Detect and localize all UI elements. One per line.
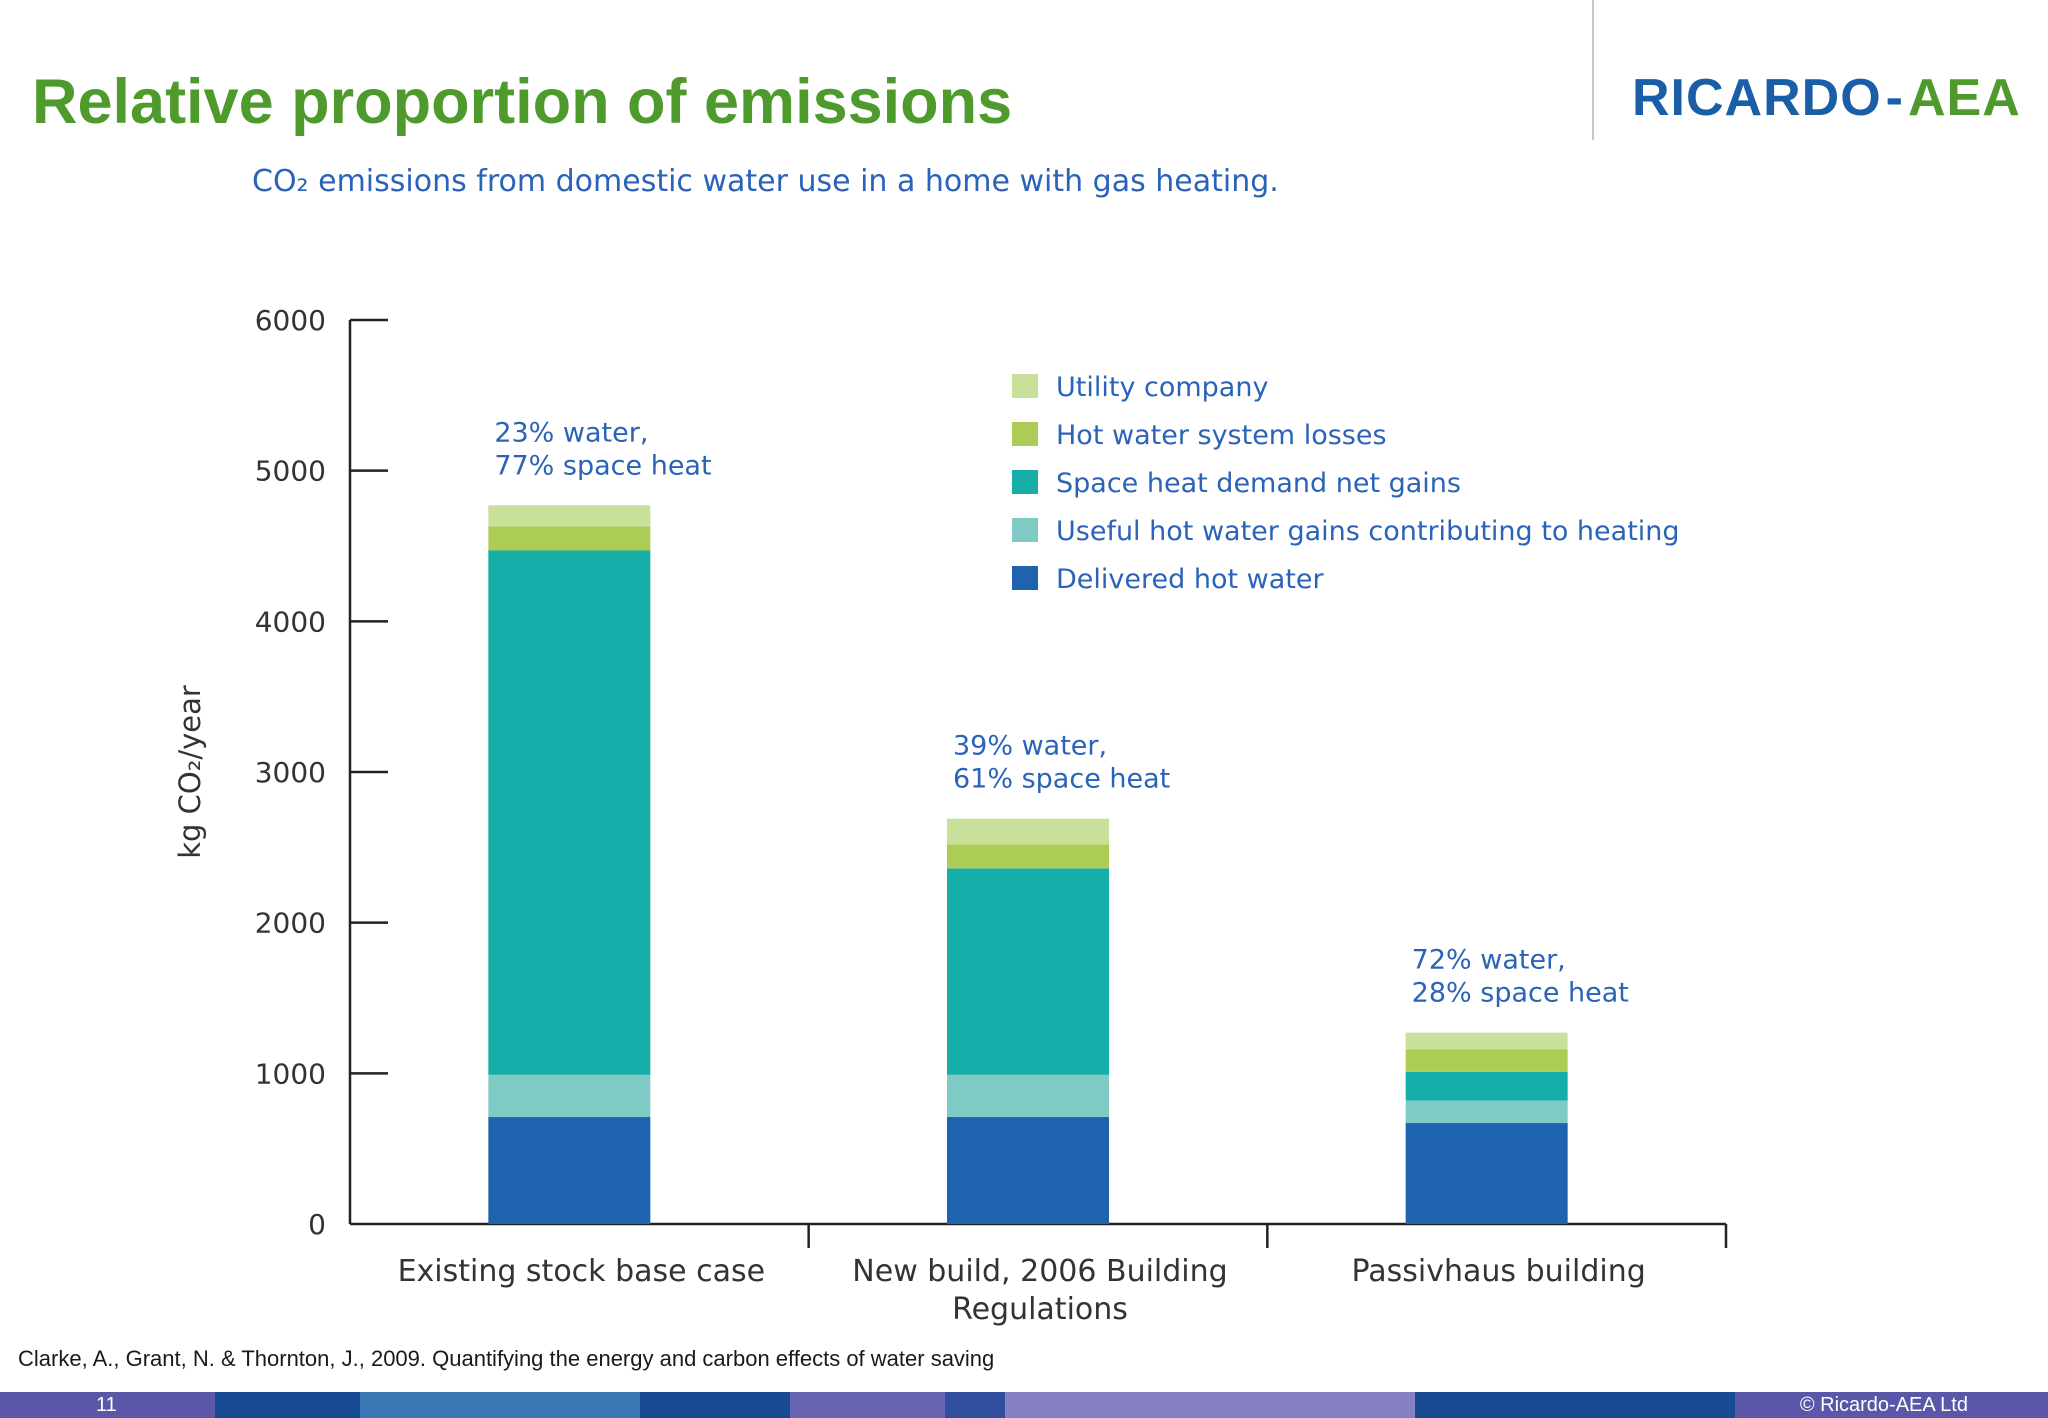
footer-segment xyxy=(1005,1392,1415,1418)
footer-segment xyxy=(0,1392,215,1418)
chart-annotations: 23% water,77% space heat 39% water,61% sp… xyxy=(494,417,1629,1008)
ricardo-aea-logo: RICARDO-AEA xyxy=(1632,68,2021,128)
x-tick-label: New build, 2006 Building xyxy=(852,1254,1227,1289)
logo-dash: - xyxy=(1885,69,1904,127)
y-tick-label: 6000 xyxy=(255,304,326,337)
y-tick-label: 3000 xyxy=(255,756,326,789)
bar-segment xyxy=(947,844,1109,869)
footer-segment xyxy=(1415,1392,1735,1418)
y-tick-label: 2000 xyxy=(255,907,326,940)
legend-label: Hot water system losses xyxy=(1056,420,1387,451)
bar-segment xyxy=(488,505,651,527)
bar-annotation: 77% space heat xyxy=(494,450,711,481)
legend-label: Utility company xyxy=(1056,372,1268,403)
bar-segment xyxy=(1405,1049,1568,1072)
y-tick-label: 5000 xyxy=(255,455,326,488)
bar-segment xyxy=(947,1074,1109,1118)
bar-segment xyxy=(488,550,651,1075)
legend-swatch xyxy=(1012,470,1038,494)
bar-annotation: 72% water, xyxy=(1412,945,1566,976)
y-tick-label: 4000 xyxy=(255,605,326,638)
bar-annotation: 23% water, xyxy=(494,417,648,448)
bar-segment xyxy=(488,1117,651,1224)
footer-segment xyxy=(640,1392,790,1418)
bar-segment xyxy=(1405,1071,1568,1101)
slide-title: Relative proportion of emissions xyxy=(32,67,1013,137)
bar-segment xyxy=(488,526,651,551)
legend-label: Useful hot water gains contributing to h… xyxy=(1056,516,1680,547)
y-tick-label: 1000 xyxy=(255,1057,326,1090)
chart-legend: Utility company Hot water system losses Sp… xyxy=(1012,372,1680,595)
header-divider xyxy=(1592,0,1594,140)
legend-swatch xyxy=(1012,422,1038,446)
x-tick-label: Regulations xyxy=(952,1292,1128,1327)
footer-segment xyxy=(215,1392,360,1418)
bar-annotation: 61% space heat xyxy=(953,764,1170,795)
bar-segment xyxy=(947,818,1109,845)
bar-annotation: 28% space heat xyxy=(1412,978,1629,1009)
footer-segment xyxy=(790,1392,945,1418)
chart-axes: 0 1000 2000 3000 4000 5000 6000 kg CO₂/year Exis… xyxy=(173,304,1728,1327)
bar-segment xyxy=(947,1117,1109,1224)
logo-part-aea: AEA xyxy=(1908,69,2021,127)
copyright: © Ricardo-AEA Ltd xyxy=(1799,1394,1968,1416)
legend-label: Delivered hot water xyxy=(1056,564,1324,595)
bar-segment xyxy=(1405,1032,1568,1050)
bar-segment xyxy=(1405,1100,1568,1124)
citation: Clarke, A., Grant, N. & Thornton, J., 20… xyxy=(18,1346,995,1371)
bar-segment xyxy=(947,868,1109,1075)
page-number: 11 xyxy=(96,1394,117,1416)
footer-segment xyxy=(945,1392,1005,1418)
x-tick-label: Existing stock base case xyxy=(398,1254,766,1289)
bar-segment xyxy=(1405,1123,1568,1224)
bar-segment xyxy=(488,1074,651,1118)
footer-segment xyxy=(360,1392,640,1418)
chart-bars xyxy=(488,505,1568,1224)
chart-title: CO₂ emissions from domestic water use in… xyxy=(252,164,1279,199)
y-tick-label: 0 xyxy=(308,1208,326,1241)
stacked-bar-chart: 0 1000 2000 3000 4000 5000 6000 kg CO₂/year Exis… xyxy=(173,304,1728,1327)
footer-segment xyxy=(1735,1392,2048,1418)
bar-annotation: 39% water, xyxy=(953,731,1107,762)
legend-label: Space heat demand net gains xyxy=(1056,468,1461,499)
logo-part-ricardo: RICARDO xyxy=(1632,69,1882,127)
legend-swatch xyxy=(1012,518,1038,542)
legend-swatch xyxy=(1012,566,1038,590)
x-tick-label: Passivhaus building xyxy=(1352,1254,1646,1289)
legend-swatch xyxy=(1012,374,1038,398)
footer-bar xyxy=(0,1392,2048,1418)
y-axis-label: kg CO₂/year xyxy=(173,685,207,859)
